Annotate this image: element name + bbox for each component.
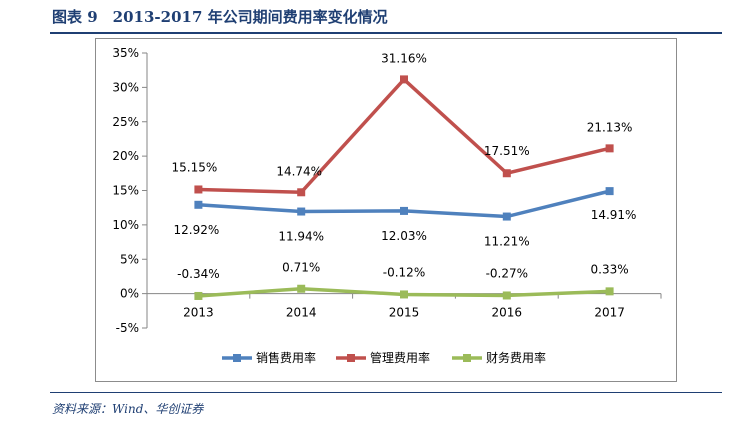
admin-data-label: 14.74% [276,164,322,178]
finance-data-label: 0.33% [591,262,629,276]
finance-point [605,287,614,296]
sales-data-label: 12.92% [174,223,220,237]
finance-point [297,284,306,293]
line-chart: -5% 0% 5% 10% 15% 20% 25% 30% 35% 2013 2014 2015 201… [112,46,662,365]
figure-title: 图表 9 2013-2017 年公司期间费用率变化情况 [52,8,388,26]
sales-point [605,187,614,196]
y-tick-label: 25% [112,115,139,129]
finance-point [502,291,511,300]
admin-point [297,188,306,197]
sales-point [194,200,203,209]
admin-data-label: 31.16% [381,51,427,65]
source-note: 资料来源：Wind、华创证券 [52,402,204,416]
sales-point [297,207,306,216]
x-tick-label: 2014 [286,306,317,320]
y-tick-label: 5% [120,252,139,266]
sales-data-label: 11.21% [484,235,530,249]
admin-point [400,75,408,84]
y-tick-label: -5% [116,321,139,335]
y-tick-label: 0% [120,287,139,301]
finance-legend-label: 财务费用率 [486,350,546,365]
y-tick-label: 20% [112,149,139,163]
admin-data-label: 17.51% [484,144,530,158]
admin-point [502,169,511,178]
y-tick-label: 10% [112,218,139,232]
admin-point [605,144,614,153]
finance-data-label: -0.34% [177,267,219,281]
finance-legend-marker [463,354,471,362]
sales-point [400,206,408,215]
finance-data-label: -0.12% [383,265,425,279]
finance-point [400,290,408,299]
admin-point [194,185,203,194]
x-tick-label: 2015 [389,306,420,320]
admin-data-label: 15.15% [172,160,218,174]
admin-data-label: 21.13% [587,120,633,134]
finance-point [194,291,203,300]
admin-legend-label: 管理费用率 [370,350,430,365]
x-tick-label: 2017 [594,306,625,320]
admin-legend-marker [347,354,355,362]
bottom-rule [50,392,722,393]
x-tick-label: 2013 [183,306,214,320]
sales-legend-label: 销售费用率 [256,350,316,365]
finance-data-label: 0.71% [282,261,320,275]
sales-point [502,212,511,221]
y-tick-label: 15% [112,184,139,198]
sales-data-label: 12.03% [381,229,427,243]
x-tick-label: 2016 [492,306,523,320]
sales-legend-marker [233,354,241,362]
sales-data-label: 11.94% [278,230,324,244]
y-tick-label: 35% [112,46,139,60]
admin-series-line [198,77,611,195]
finance-data-label: -0.27% [486,266,528,280]
chart-frame: -5% 0% 5% 10% 15% 20% 25% 30% 35% 2013 2014 2015 201… [95,38,677,382]
sales-data-label: 14.91% [591,208,637,222]
title-rule [50,32,722,34]
y-tick-label: 30% [112,80,139,94]
